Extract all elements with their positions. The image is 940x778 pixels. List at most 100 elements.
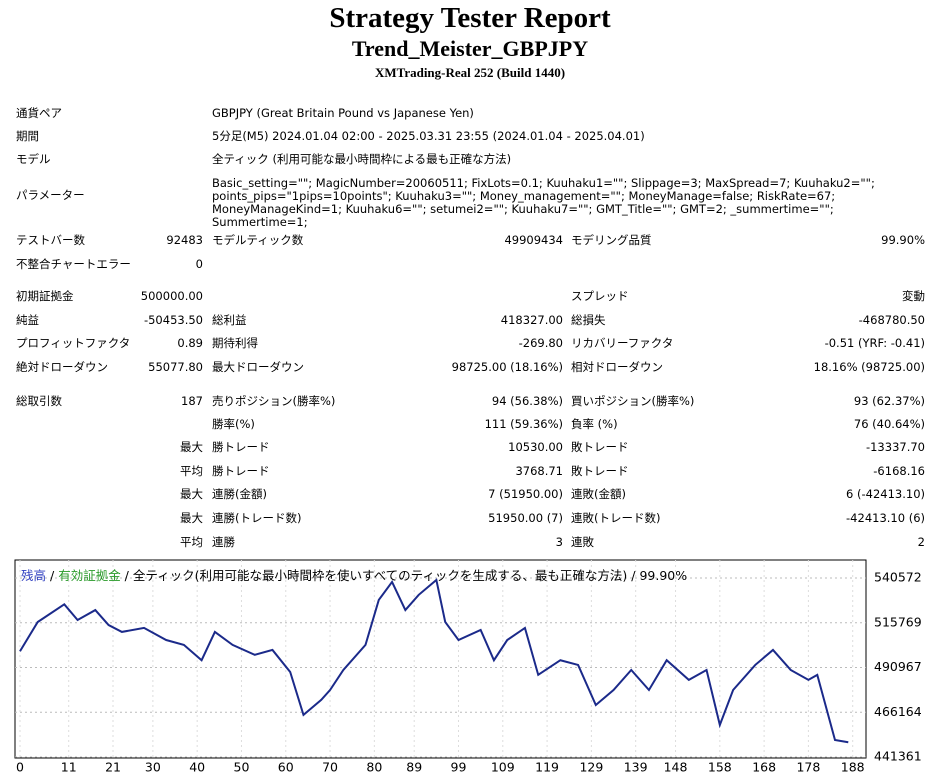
x-tick-label: 158	[708, 760, 732, 775]
cell-label: 相対ドローダウン	[571, 360, 663, 374]
cell-value: 2	[917, 535, 925, 549]
x-tick-label: 60	[278, 760, 294, 775]
cell-label: 期間	[16, 129, 39, 143]
cell-label: プロフィットファクタ	[16, 336, 131, 350]
cell-label: 5分足(M5) 2024.01.04 02:00 - 2025.03.31 23…	[212, 129, 645, 143]
cell-label: 通貨ペア	[16, 106, 62, 120]
cell-label: 連勝(金額)	[212, 487, 267, 501]
x-tick-label: 11	[61, 760, 77, 775]
x-tick-label: 148	[664, 760, 688, 775]
legend-balance: 残高	[21, 568, 47, 583]
legend-quality: 99.90%	[639, 568, 688, 583]
cell-value: 98725.00 (18.16%)	[451, 360, 563, 374]
cell-value: 94 (56.38%)	[491, 394, 563, 408]
legend-equity: 有効証拠金	[58, 568, 121, 583]
x-tick-label: 80	[366, 760, 382, 775]
cell-value: 平均	[180, 535, 203, 549]
cell-value: -42413.10 (6)	[846, 511, 925, 525]
cell-value: 111 (59.36%)	[484, 417, 563, 431]
cell-label: パラメーター	[16, 188, 85, 202]
cell-value: 76 (40.64%)	[853, 417, 925, 431]
cell-label: 総取引数	[16, 394, 62, 408]
x-tick-label: 178	[796, 760, 820, 775]
cell-value: 平均	[180, 464, 203, 478]
cell-value: -13337.70	[865, 440, 925, 454]
cell-value: -0.51 (YRF: -0.41)	[824, 336, 925, 350]
y-tick-label: 441361	[874, 749, 922, 764]
cell-value: 18.16% (98725.00)	[813, 360, 925, 374]
x-tick-label: 129	[579, 760, 603, 775]
cell-value: 418327.00	[500, 313, 563, 327]
cell-value: 6 (-42413.10)	[846, 487, 925, 501]
legend: 残高 / 有効証拠金 / 全ティック(利用可能な最小時間枠を使いすべてのティック…	[21, 568, 688, 583]
cell-value: 7 (51950.00)	[488, 487, 563, 501]
cell-value: 92483	[166, 233, 203, 247]
cell-label: Basic_setting=""; MagicNumber=20060511; …	[212, 176, 875, 229]
cell-label: リカバリーファクタ	[571, 336, 674, 350]
cell-value: -468780.50	[858, 313, 925, 327]
x-tick-label: 30	[145, 760, 161, 775]
x-tick-label: 188	[841, 760, 865, 775]
cell-value: 3	[555, 535, 563, 549]
cell-label: GBPJPY (Great Britain Pound vs Japanese …	[212, 106, 474, 120]
cell-label: 総損失	[571, 313, 606, 327]
cell-label: 総利益	[212, 313, 247, 327]
cell-value: 最大	[180, 487, 203, 501]
cell-value: 51950.00 (7)	[488, 511, 563, 525]
cell-label: 敗トレード	[571, 464, 629, 478]
cell-label: 負率 (%)	[571, 417, 618, 431]
y-tick-label: 540572	[874, 570, 922, 585]
cell-label: 初期証拠金	[16, 289, 74, 303]
x-tick-label: 168	[752, 760, 776, 775]
cell-label: 連敗	[571, 535, 594, 549]
cell-label: 全ティック (利用可能な最小時間枠による最も正確な方法)	[212, 152, 512, 166]
cell-label: 最大ドローダウン	[212, 360, 304, 374]
cell-label: モデル	[16, 152, 51, 166]
title: Strategy Tester Report	[329, 2, 611, 34]
x-tick-label: 70	[322, 760, 338, 775]
cell-label: 連勝	[212, 535, 235, 549]
cell-value: 187	[181, 394, 203, 408]
cell-value: 55077.80	[148, 360, 203, 374]
x-tick-label: 109	[491, 760, 515, 775]
cell-label: 買いポジション(勝率%)	[571, 394, 695, 408]
y-tick-label: 466164	[874, 704, 922, 719]
cell-value: 変動	[902, 289, 925, 303]
x-tick-label: 89	[406, 760, 422, 775]
x-tick-label: 99	[451, 760, 467, 775]
y-tick-label: 490967	[874, 659, 922, 674]
balance-line	[19, 578, 849, 744]
cell-label: 連勝(トレード数)	[212, 511, 302, 525]
legend-model: 全ティック(利用可能な最小時間枠を使いすべてのティックを生成する、最も正確な方法…	[132, 568, 628, 583]
subtitle: Trend_Meister_GBPJPY	[351, 36, 589, 61]
cell-label: 連敗(トレード数)	[571, 511, 661, 525]
cell-label: スプレッド	[571, 289, 629, 303]
cell-value: 10530.00	[508, 440, 563, 454]
cell-label: 不整合チャートエラー	[16, 257, 131, 271]
cell-value: 3768.71	[515, 464, 563, 478]
x-tick-label: 0	[16, 760, 24, 775]
cell-value: 49909434	[504, 233, 563, 247]
cell-label: モデリング品質	[571, 233, 652, 247]
cell-label: 売りポジション(勝率%)	[212, 394, 336, 408]
cell-label: 勝トレード	[212, 440, 270, 454]
cell-value: -269.80	[518, 336, 563, 350]
build: XMTrading-Real 252 (Build 1440)	[374, 65, 566, 80]
cell-value: 93 (62.37%)	[853, 394, 925, 408]
cell-value: 最大	[180, 511, 203, 525]
y-tick-label: 515769	[874, 614, 922, 629]
cell-value: -6168.16	[873, 464, 925, 478]
cell-label: 絶対ドローダウン	[16, 360, 108, 374]
cell-label: 純益	[16, 313, 39, 327]
cell-label: 期待利得	[212, 336, 258, 350]
cell-label: モデルティック数	[212, 233, 304, 247]
plot-frame	[14, 559, 867, 759]
cell-value: 0	[195, 257, 203, 271]
cell-label: 勝率(%)	[212, 417, 255, 431]
cell-value: 0.89	[177, 336, 203, 350]
x-tick-label: 40	[189, 760, 205, 775]
cell-value: 500000.00	[140, 289, 203, 303]
cell-value: 99.90%	[881, 233, 925, 247]
cell-label: 勝トレード	[212, 464, 270, 478]
